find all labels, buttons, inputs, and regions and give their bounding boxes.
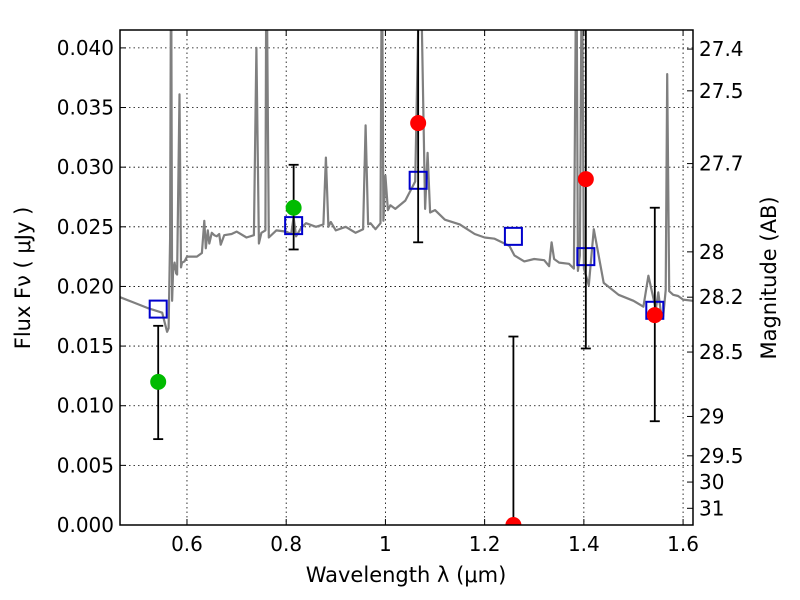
spectrum-line <box>120 30 693 333</box>
y-tick-label: 0.020 <box>57 274 114 298</box>
flux-point-marker <box>577 171 594 188</box>
x-tick-label: 1.4 <box>568 532 600 556</box>
y-axis-label: Flux Fν ( μJy ) <box>11 207 35 350</box>
right-tick-label: 27.7 <box>699 152 744 176</box>
right-tick-label: 28.5 <box>699 340 744 364</box>
x-tick-label: 0.6 <box>171 532 203 556</box>
right-tick-label: 27.4 <box>699 37 744 61</box>
plot-area <box>120 30 693 525</box>
y-tick-label: 0.025 <box>57 215 114 239</box>
model-square-marker <box>503 226 523 246</box>
right-tick-label: 31 <box>699 496 724 520</box>
right-tick-label: 27.5 <box>699 79 744 103</box>
right-tick-label: 30 <box>699 470 724 494</box>
x-tick-label: 1 <box>379 532 392 556</box>
y-tick-label: 0.010 <box>57 394 114 418</box>
y-tick-label: 0.030 <box>57 155 114 179</box>
right-axis-label: Magnitude (AB) <box>757 196 781 359</box>
y-tick-label: 0.040 <box>57 36 114 60</box>
right-tick-label: 29 <box>699 404 724 428</box>
flux-point-marker <box>150 373 167 390</box>
x-axis-label: Wavelength λ (μm) <box>306 563 507 587</box>
flux-point-marker <box>646 307 663 324</box>
right-tick-label: 28.2 <box>699 285 744 309</box>
flux-point-marker <box>505 517 522 525</box>
right-tick-label: 28 <box>699 240 724 264</box>
flux-point-marker <box>285 199 302 216</box>
y-tick-label: 0.005 <box>57 453 114 477</box>
grid <box>120 30 693 526</box>
plot-frame <box>119 29 694 526</box>
x-tick-label: 1.6 <box>667 532 699 556</box>
model-square-marker <box>148 299 168 319</box>
y-tick-label: 0.035 <box>57 96 114 120</box>
x-tick-label: 1.2 <box>469 532 501 556</box>
y-tick-label: 0.015 <box>57 334 114 358</box>
x-tick-label: 0.8 <box>270 532 302 556</box>
axes: 0.6 0.8 1 1.2 1.4 1.6 0.000 0.005 0.010 0.015 0.02… <box>57 29 744 556</box>
y-tick-label: 0.000 <box>57 513 114 537</box>
right-tick-label: 29.5 <box>699 444 744 468</box>
flux-point-marker <box>410 115 427 132</box>
